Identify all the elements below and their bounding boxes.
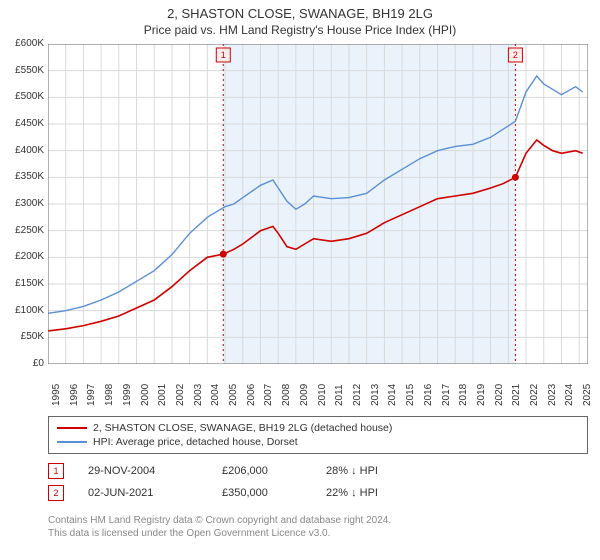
legend-swatch bbox=[57, 441, 87, 443]
chart-subtitle: Price paid vs. HM Land Registry's House … bbox=[0, 21, 600, 41]
legend-item-price-paid: 2, SHASTON CLOSE, SWANAGE, BH19 2LG (det… bbox=[57, 421, 579, 435]
x-tick-label: 2024 bbox=[564, 384, 575, 406]
legend-box: 2, SHASTON CLOSE, SWANAGE, BH19 2LG (det… bbox=[48, 416, 588, 454]
y-tick-label: £300K bbox=[2, 198, 44, 209]
footer-line1: Contains HM Land Registry data © Crown c… bbox=[48, 514, 588, 527]
marker-pct: 28% ↓ HPI bbox=[326, 465, 416, 477]
x-tick-label: 1996 bbox=[69, 384, 80, 406]
x-tick-label: 2023 bbox=[547, 384, 558, 406]
chart-title: 2, SHASTON CLOSE, SWANAGE, BH19 2LG bbox=[0, 0, 600, 21]
chart-plot-area: 12 bbox=[48, 44, 588, 364]
y-tick-label: £550K bbox=[2, 65, 44, 76]
x-tick-label: 2016 bbox=[423, 384, 434, 406]
x-tick-label: 2002 bbox=[175, 384, 186, 406]
x-tick-label: 2022 bbox=[529, 384, 540, 406]
footer-attribution: Contains HM Land Registry data © Crown c… bbox=[48, 514, 588, 540]
x-tick-label: 2013 bbox=[370, 384, 381, 406]
chart-svg: 12 bbox=[48, 44, 588, 364]
y-tick-label: £0 bbox=[2, 358, 44, 369]
x-tick-label: 2018 bbox=[458, 384, 469, 406]
x-tick-label: 2020 bbox=[494, 384, 505, 406]
x-tick-label: 2008 bbox=[281, 384, 292, 406]
footer-line2: This data is licensed under the Open Gov… bbox=[48, 527, 588, 540]
svg-text:2: 2 bbox=[513, 50, 518, 60]
x-axis-labels: 1995 1996 1997 1998 1999 2000 2001 2002 2003 2004… bbox=[48, 366, 588, 412]
marker-number-box: 1 bbox=[48, 463, 64, 479]
y-tick-label: £150K bbox=[2, 278, 44, 289]
legend-label: HPI: Average price, detached house, Dors… bbox=[93, 436, 298, 448]
y-tick-label: £250K bbox=[2, 225, 44, 236]
x-tick-label: 2005 bbox=[228, 384, 239, 406]
y-tick-label: £350K bbox=[2, 171, 44, 182]
x-tick-label: 2006 bbox=[246, 384, 257, 406]
y-tick-label: £50K bbox=[2, 331, 44, 342]
x-tick-label: 2010 bbox=[317, 384, 328, 406]
x-tick-label: 2007 bbox=[263, 384, 274, 406]
marker-number-box: 2 bbox=[48, 485, 64, 501]
x-tick-label: 1999 bbox=[122, 384, 133, 406]
y-tick-label: £200K bbox=[2, 251, 44, 262]
x-tick-label: 1998 bbox=[104, 384, 115, 406]
marker-table: 1 29-NOV-2004 £206,000 28% ↓ HPI 2 02-JU… bbox=[48, 460, 588, 504]
marker-date: 02-JUN-2021 bbox=[88, 487, 198, 499]
x-tick-label: 2025 bbox=[582, 384, 593, 406]
legend-label: 2, SHASTON CLOSE, SWANAGE, BH19 2LG (det… bbox=[93, 422, 392, 434]
x-tick-label: 2017 bbox=[441, 384, 452, 406]
y-tick-label: £600K bbox=[2, 38, 44, 49]
x-tick-label: 2019 bbox=[476, 384, 487, 406]
x-tick-label: 2003 bbox=[193, 384, 204, 406]
x-tick-label: 2009 bbox=[299, 384, 310, 406]
x-tick-label: 2000 bbox=[140, 384, 151, 406]
y-tick-label: £450K bbox=[2, 118, 44, 129]
marker-pct: 22% ↓ HPI bbox=[326, 487, 416, 499]
x-tick-label: 2014 bbox=[387, 384, 398, 406]
legend-item-hpi: HPI: Average price, detached house, Dors… bbox=[57, 435, 579, 449]
x-tick-label: 2012 bbox=[352, 384, 363, 406]
y-tick-label: £100K bbox=[2, 305, 44, 316]
x-tick-label: 1995 bbox=[51, 384, 62, 406]
x-tick-label: 2001 bbox=[157, 384, 168, 406]
x-tick-label: 2004 bbox=[210, 384, 221, 406]
marker-row-1: 1 29-NOV-2004 £206,000 28% ↓ HPI bbox=[48, 460, 588, 482]
marker-row-2: 2 02-JUN-2021 £350,000 22% ↓ HPI bbox=[48, 482, 588, 504]
marker-price: £350,000 bbox=[222, 487, 302, 499]
legend-swatch bbox=[57, 427, 87, 429]
y-tick-label: £400K bbox=[2, 145, 44, 156]
svg-text:1: 1 bbox=[221, 50, 226, 60]
x-tick-label: 2015 bbox=[405, 384, 416, 406]
marker-date: 29-NOV-2004 bbox=[88, 465, 198, 477]
x-tick-label: 2021 bbox=[511, 384, 522, 406]
x-tick-label: 2011 bbox=[334, 384, 345, 406]
y-tick-label: £500K bbox=[2, 91, 44, 102]
x-tick-label: 1997 bbox=[86, 384, 97, 406]
marker-price: £206,000 bbox=[222, 465, 302, 477]
